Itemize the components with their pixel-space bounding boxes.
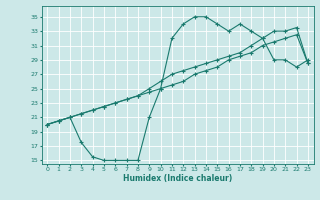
X-axis label: Humidex (Indice chaleur): Humidex (Indice chaleur): [123, 174, 232, 183]
